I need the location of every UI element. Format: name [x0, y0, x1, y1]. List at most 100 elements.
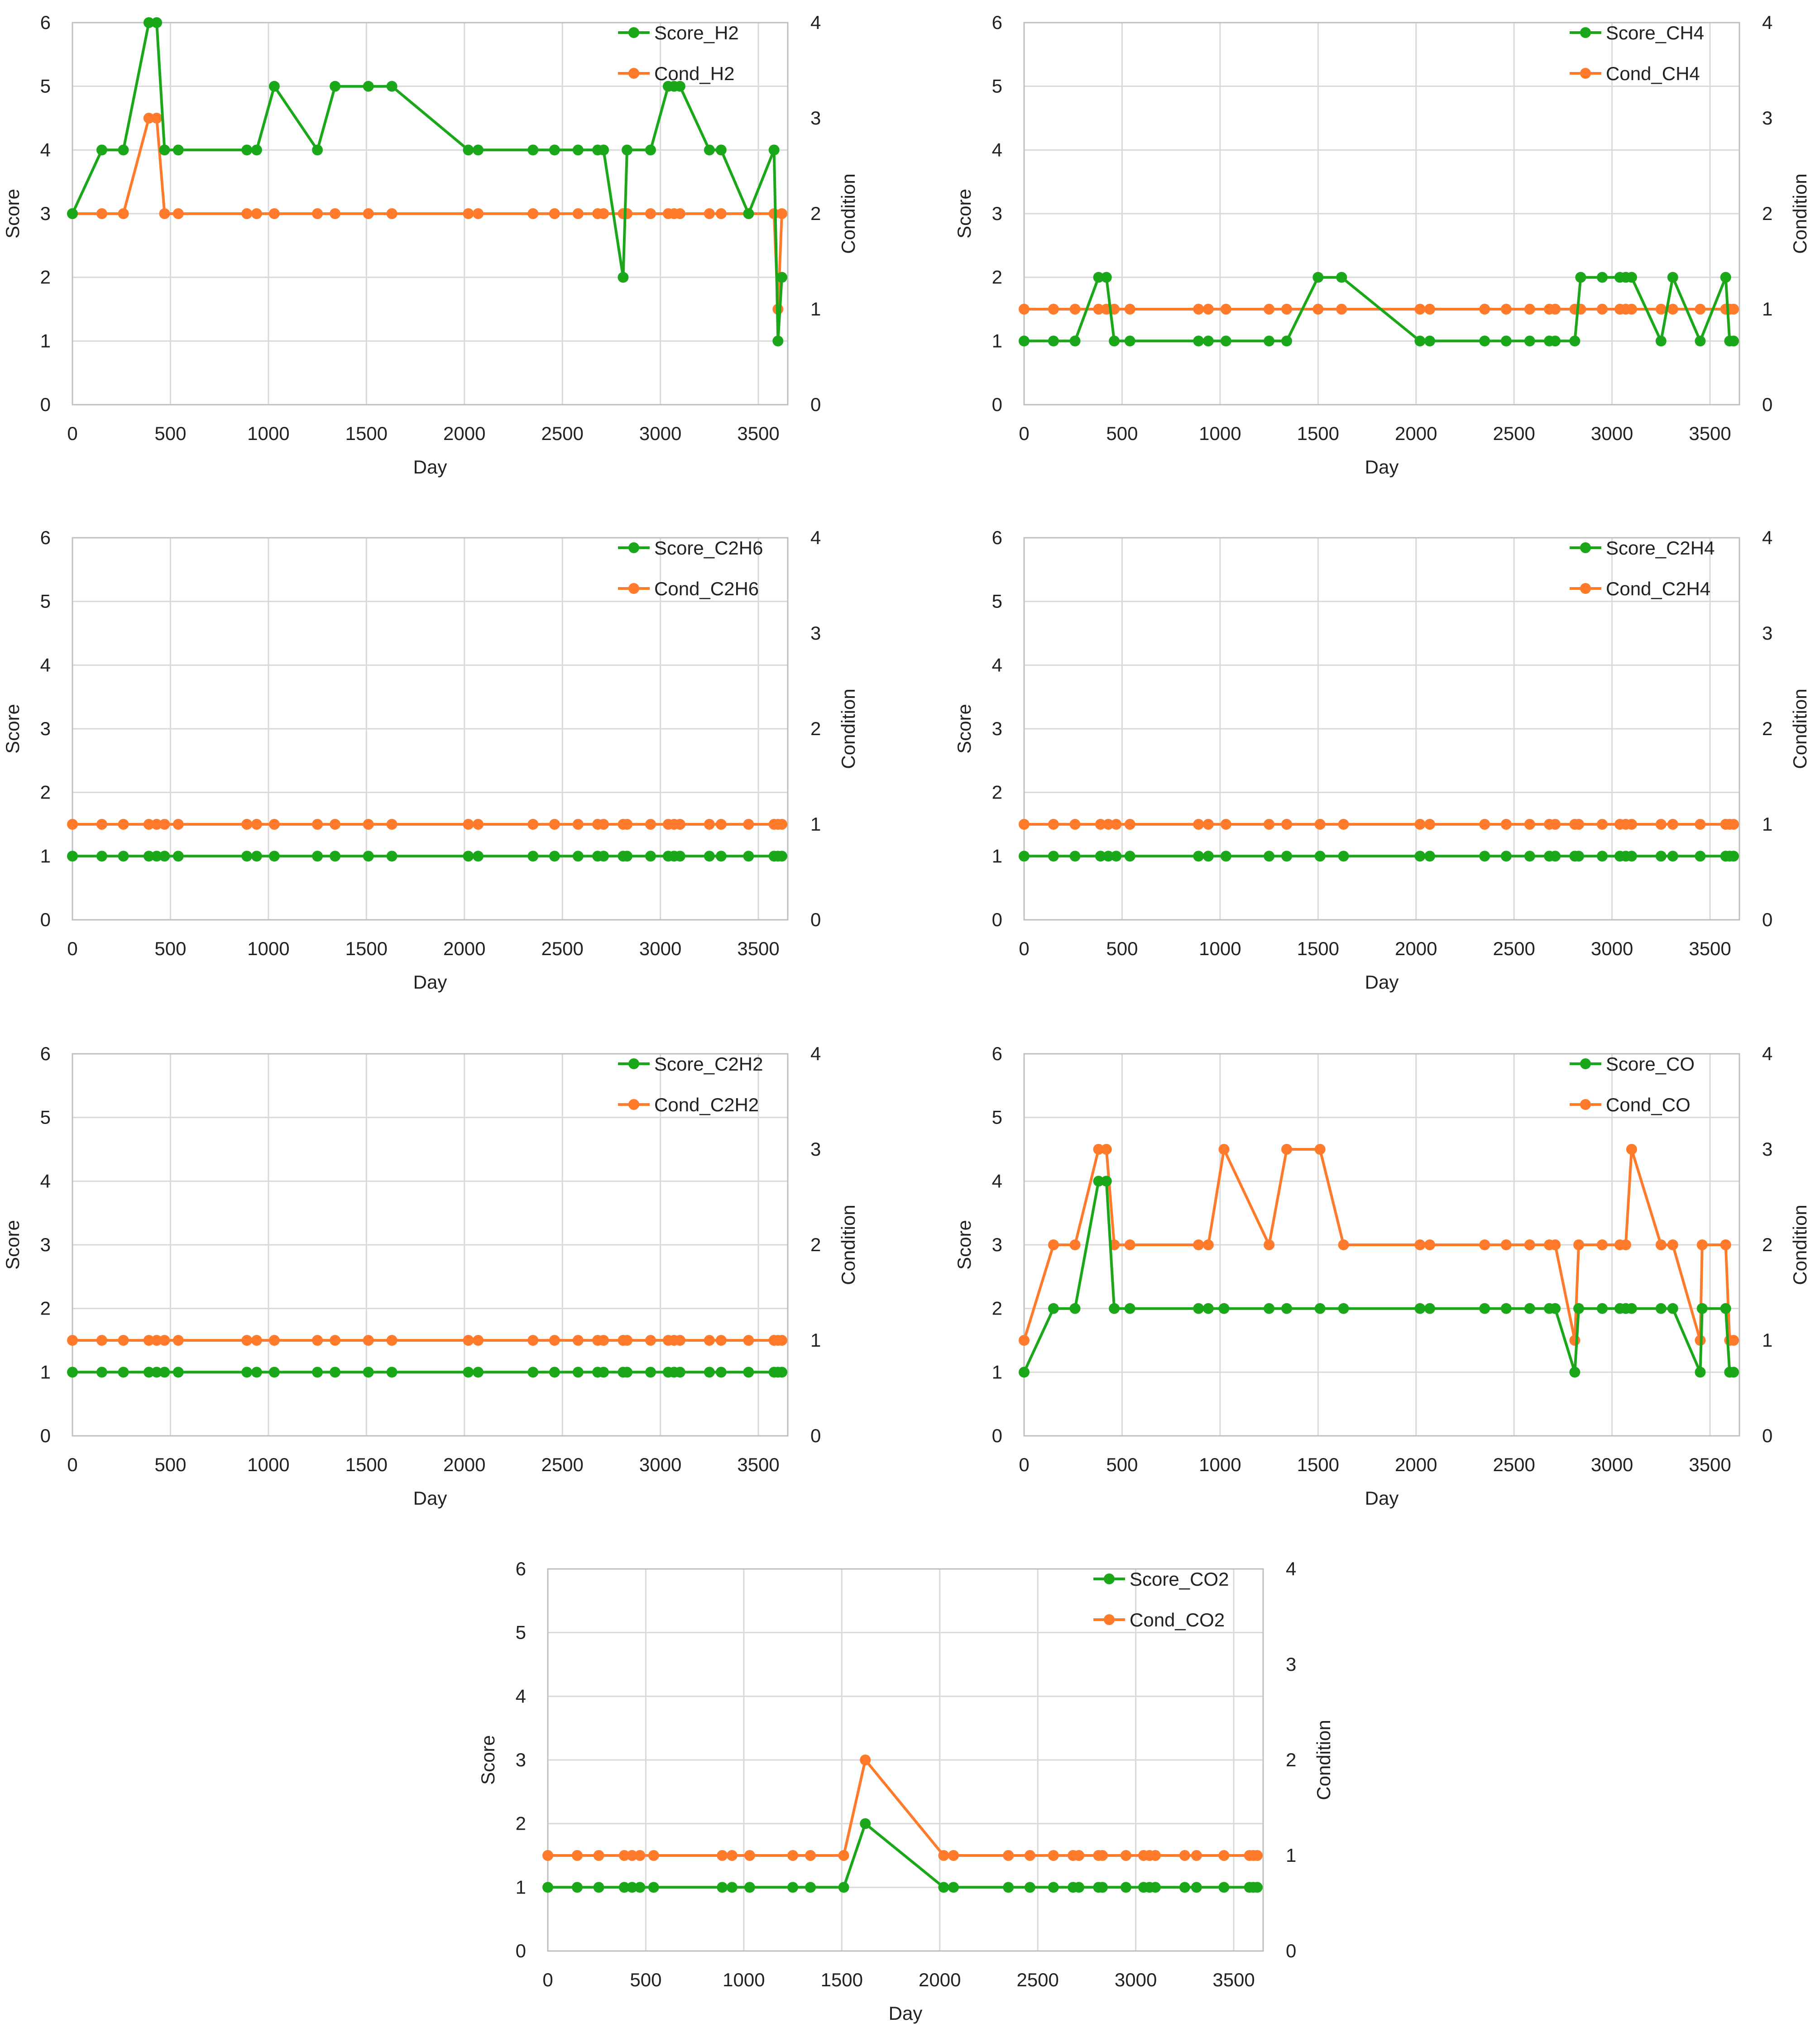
point-Cond_C2H6: [159, 819, 170, 830]
y2-tick-label: 2: [810, 203, 821, 224]
point-Score_CO2: [717, 1882, 728, 1893]
point-Cond_H2: [645, 208, 656, 219]
point-Cond_H2: [386, 208, 398, 219]
point-Score_H2: [598, 144, 609, 156]
point-Score_CH4: [1728, 335, 1739, 347]
point-Cond_C2H4: [1573, 819, 1585, 830]
point-Cond_C2H6: [572, 819, 584, 830]
point-Score_H2: [618, 272, 629, 283]
chart-2: 0 1 2 3 4 5 6 0 1 2 3 4 0 500 1000 1500 2000 2500 3000 3500…: [953, 12, 1810, 478]
legend-label: Score_C2H6: [654, 537, 763, 559]
point-Cond_CO2: [1149, 1850, 1161, 1861]
point-Score_CO2: [948, 1882, 959, 1893]
point-Cond_H2: [549, 208, 560, 219]
chart-1: 0 1 2 3 4 5 6 0 1 2 3 4 0 500 1000 1500 2000 2500 3000 3500…: [2, 12, 859, 478]
y-tick-label: 3: [40, 718, 51, 739]
point-Cond_C2H6: [251, 819, 262, 830]
point-Cond_C2H2: [330, 1335, 341, 1346]
point-Score_C2H4: [1111, 851, 1122, 862]
point-Cond_CO2: [1179, 1850, 1190, 1861]
point-Score_CH4: [1500, 335, 1512, 347]
point-Score_C2H2: [386, 1367, 398, 1378]
point-Cond_C2H2: [473, 1335, 484, 1346]
x-tick-label: 1500: [1297, 938, 1339, 959]
point-Cond_CO2: [717, 1850, 728, 1861]
point-Cond_H2: [715, 208, 727, 219]
plot-frame: [1023, 22, 1740, 406]
point-Score_CO2: [1179, 1882, 1190, 1893]
y2-axis-label: Condition: [1313, 1720, 1334, 1800]
point-Score_C2H4: [1596, 851, 1608, 862]
point-Score_C2H2: [151, 1367, 163, 1378]
x-tick-label: 500: [154, 938, 186, 959]
point-Score_C2H4: [1500, 851, 1512, 862]
point-Cond_C2H4: [1414, 819, 1426, 830]
point-Cond_C2H4: [1019, 819, 1030, 830]
x-tick-label: 3500: [737, 423, 779, 444]
point-Cond_C2H4: [1728, 819, 1739, 830]
point-Cond_C2H6: [96, 819, 107, 830]
point-Cond_C2H6: [268, 819, 280, 830]
point-Score_CO: [1524, 1303, 1535, 1314]
legend-label: Score_C2H4: [1606, 537, 1715, 559]
point-Score_CO2: [1191, 1882, 1202, 1893]
legend-swatch-marker: [1580, 1058, 1591, 1069]
y-tick-label: 6: [516, 1558, 526, 1579]
y2-tick-label: 2: [1762, 1234, 1772, 1255]
y-tick-label: 4: [516, 1685, 526, 1707]
point-Cond_C2H6: [386, 819, 398, 830]
y-tick-label: 2: [516, 1813, 526, 1834]
point-Cond_CH4: [1414, 304, 1426, 315]
x-tick-label: 1000: [723, 1969, 765, 1990]
x-tick-label: 3500: [1689, 423, 1731, 444]
point-Score_C2H2: [527, 1367, 539, 1378]
y-tick-label: 4: [40, 139, 51, 160]
point-Score_H2: [67, 208, 78, 219]
point-Cond_CO2: [1048, 1850, 1059, 1861]
x-tick-label: 1000: [1199, 938, 1241, 959]
point-Score_CO2: [838, 1882, 849, 1893]
point-Score_CO: [1720, 1303, 1731, 1314]
y-tick-label: 2: [992, 1298, 1002, 1319]
point-Cond_CH4: [1202, 304, 1214, 315]
point-Score_CO2: [744, 1882, 755, 1893]
point-Cond_C2H2: [776, 1335, 788, 1346]
point-Score_CO2: [1024, 1882, 1035, 1893]
point-Score_CO2: [571, 1882, 583, 1893]
x-tick-label: 1000: [247, 938, 289, 959]
point-Score_CO2: [1073, 1882, 1085, 1893]
y-tick-label: 5: [516, 1622, 526, 1643]
point-Score_H2: [704, 144, 715, 156]
point-Score_H2: [572, 144, 584, 156]
point-Cond_CH4: [1069, 304, 1081, 315]
point-Score_CH4: [1655, 335, 1667, 347]
point-Cond_C2H4: [1124, 819, 1135, 830]
point-Cond_C2H6: [151, 819, 163, 830]
point-Score_C2H4: [1220, 851, 1231, 862]
y-tick-label: 4: [40, 654, 51, 675]
point-Cond_CO2: [618, 1850, 630, 1861]
point-Score_C2H2: [743, 1367, 754, 1378]
point-Score_CH4: [1101, 272, 1112, 283]
point-Cond_CO2: [1024, 1850, 1035, 1861]
point-Cond_C2H2: [96, 1335, 107, 1346]
point-Score_CO: [1696, 1303, 1708, 1314]
y-tick-label: 0: [40, 394, 51, 415]
point-Score_CO: [1626, 1303, 1637, 1314]
point-Cond_CO2: [571, 1850, 583, 1861]
point-Score_H2: [172, 144, 184, 156]
legend-label: Cond_CO2: [1130, 1609, 1225, 1631]
point-Score_C2H4: [1103, 851, 1114, 862]
point-Cond_H2: [143, 113, 154, 124]
point-Score_C2H4: [1069, 851, 1081, 862]
point-Cond_CO: [1728, 1335, 1739, 1346]
legend-label: Cond_C2H2: [654, 1094, 759, 1115]
point-Cond_CO2: [1097, 1850, 1108, 1861]
point-Score_CO2: [1149, 1882, 1161, 1893]
point-Cond_CO: [1569, 1335, 1581, 1346]
x-axis-label: Day: [413, 1487, 447, 1509]
plot-frame: [547, 1568, 1264, 1952]
y2-axis-label: Condition: [838, 173, 859, 253]
point-Cond_CO: [1720, 1239, 1731, 1250]
point-Score_C2H2: [549, 1367, 560, 1378]
